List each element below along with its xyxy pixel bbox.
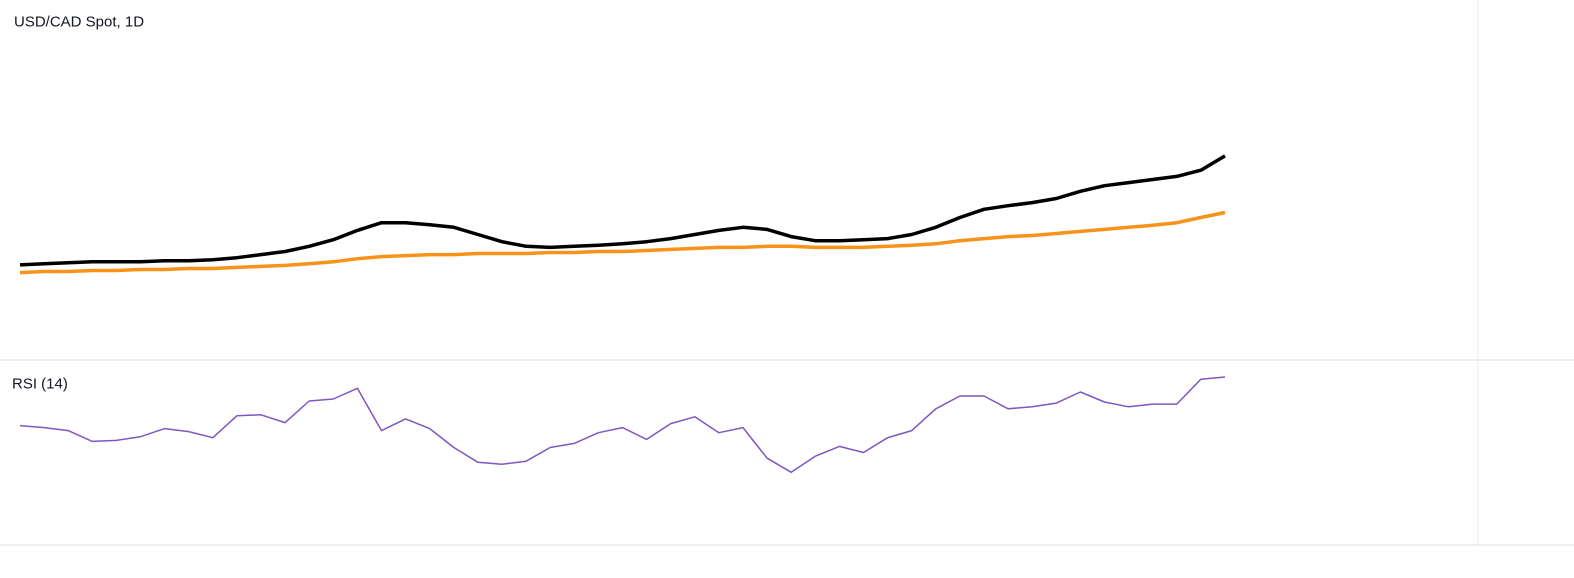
rsi-line <box>19 376 1226 474</box>
ema-line <box>19 154 1226 267</box>
legend-layer: USD/CAD Spot, 1D RSI (14) <box>12 14 144 393</box>
plot-layer <box>19 154 1226 474</box>
ema-line <box>19 210 1226 275</box>
symbol-title: USD/CAD Spot, 1D <box>14 14 144 31</box>
rsi-label: RSI (14) <box>12 376 68 393</box>
